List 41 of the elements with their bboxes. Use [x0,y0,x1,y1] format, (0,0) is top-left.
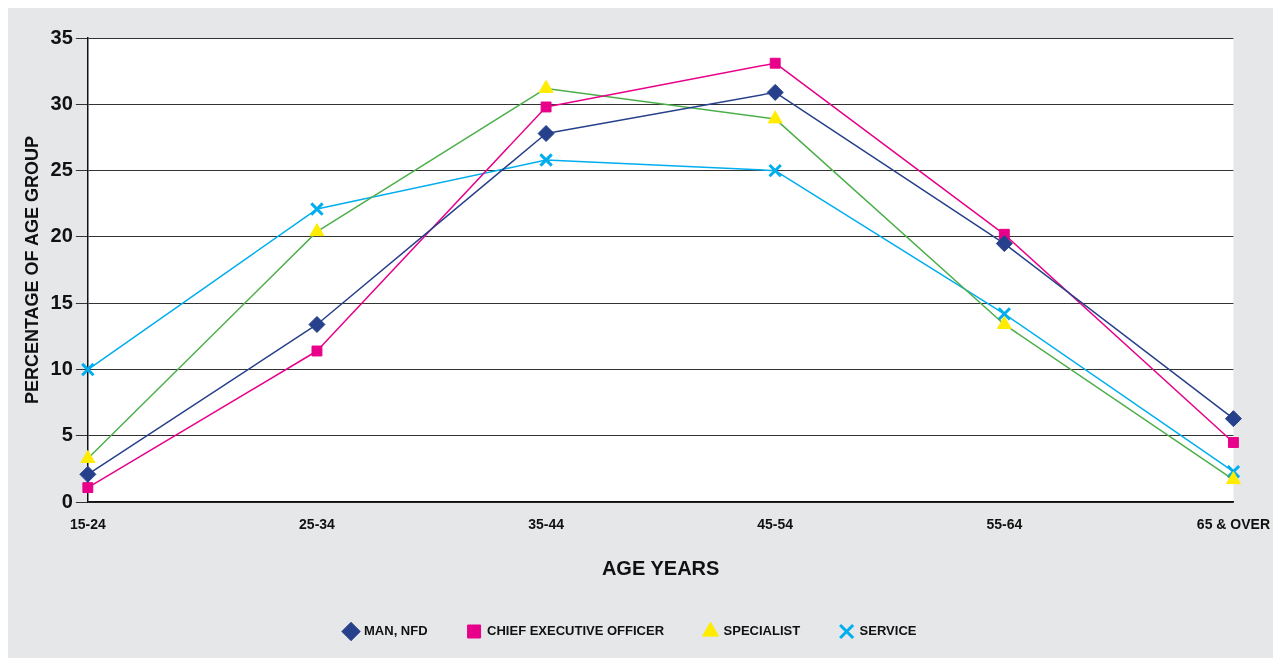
point [997,306,1012,322]
point [1226,471,1241,485]
x-tick-label: 55-64 [986,516,1023,533]
legend-label: SERVICE [859,623,917,639]
point [537,124,555,142]
y-axis-title: PERCENTAGE OF AGE GROUP [21,136,42,405]
legend-label: SPECIALIST [723,623,801,639]
y-tick-label: 20 [50,224,73,247]
point [769,57,781,69]
point [79,465,97,483]
y-tick-label: 30 [50,91,73,114]
point [767,110,783,124]
y-tick-label: 35 [50,25,73,48]
x-axis-title: AGE YEARS [601,556,720,579]
legend-label: CHIEF EXECUTIVE OFFICER [487,623,665,639]
point [1224,410,1242,428]
point [540,101,552,113]
point [1227,437,1239,448]
x-tick-label: 25-34 [299,516,336,533]
x-tick-label: 45-54 [757,516,794,533]
point [1226,464,1241,479]
point [311,345,323,357]
point [82,482,94,494]
point [308,315,326,333]
point [538,79,554,93]
point [309,223,325,237]
x-tick-label: 15-24 [69,516,106,533]
y-tick-label: 10 [50,357,73,380]
point [80,362,95,377]
y-tick-label: 15 [50,290,73,313]
point [538,152,554,168]
y-tick-label: 25 [50,158,73,181]
y-tick-label: 5 [61,423,73,446]
legend-label: MAN, NFD [364,623,428,639]
x-tick-label: 35-44 [528,516,565,533]
y-tick-label: 0 [61,489,73,512]
point [995,235,1013,253]
point [766,83,784,101]
point [309,201,325,217]
x-tick-label: 65 & OVER [1196,516,1270,533]
point [768,163,783,178]
